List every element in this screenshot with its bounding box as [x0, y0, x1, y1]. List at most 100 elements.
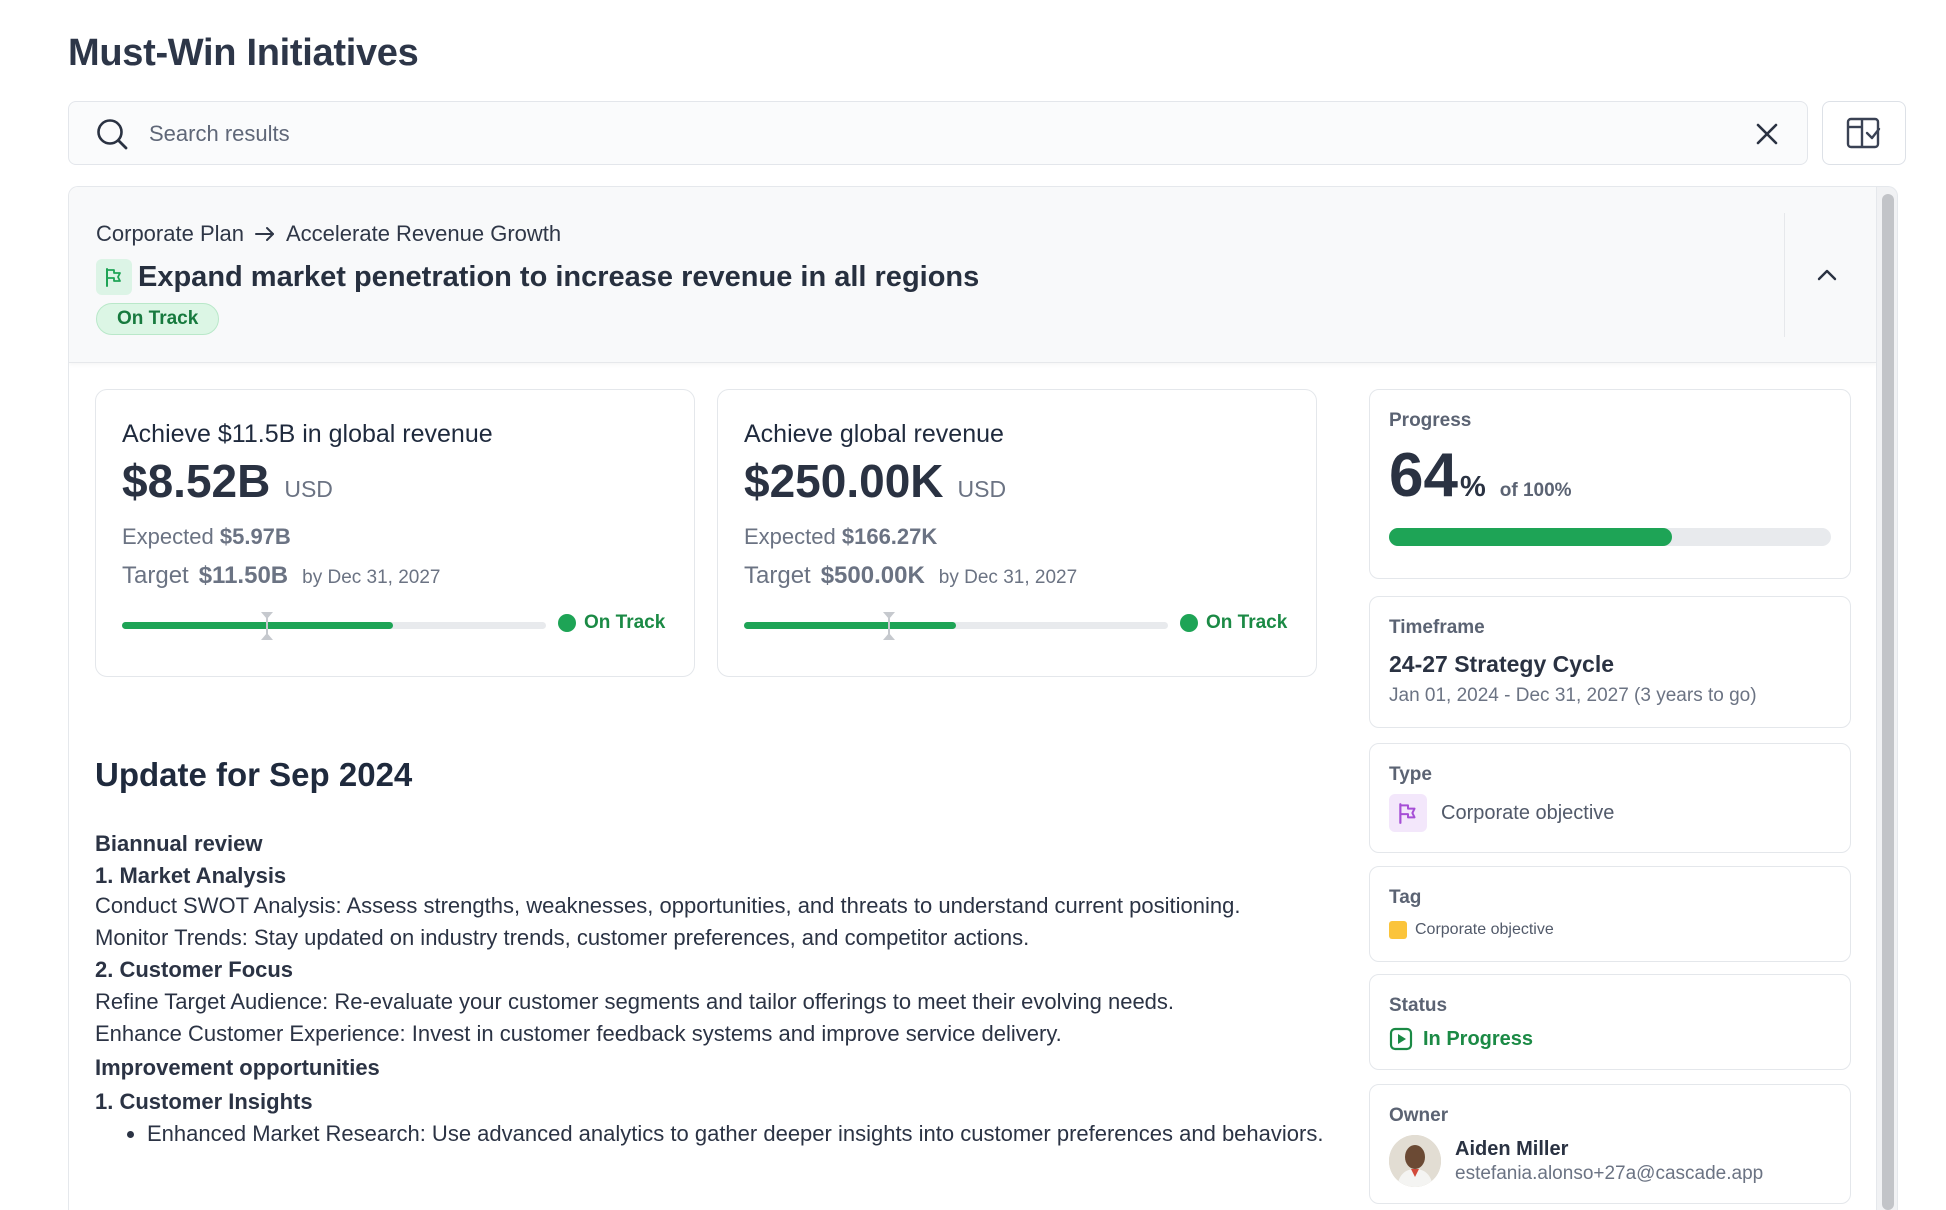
- type-card[interactable]: Type Corporate objective: [1369, 743, 1851, 853]
- collapse-button[interactable]: [1807, 255, 1847, 295]
- owner-email: estefania.alonso+27a@cascade.app: [1455, 1162, 1764, 1184]
- objective-title-row: Expand market penetration to increase re…: [96, 259, 979, 295]
- flag-icon: [1389, 794, 1427, 832]
- progress-label: Progress: [1389, 410, 1472, 431]
- close-icon[interactable]: [1753, 120, 1781, 148]
- kpi-unit: USD: [957, 476, 1007, 502]
- progress-value-row: 64 % of 100%: [1389, 440, 1572, 511]
- kpi-progress-fill: [744, 622, 956, 629]
- page-title: Must-Win Initiatives: [68, 32, 419, 74]
- timeframe-card[interactable]: Timeframe 24-27 Strategy Cycle Jan 01, 2…: [1369, 596, 1851, 728]
- kpi-expected: Expected $5.97B: [122, 524, 291, 550]
- owner-card[interactable]: Owner Aiden Miller estefania.alonso+27a@…: [1369, 1084, 1851, 1204]
- kpi-status-label: On Track: [584, 612, 666, 633]
- kpi-card[interactable]: Achieve $11.5B in global revenue $8.52B …: [95, 389, 695, 677]
- owner-row: Aiden Miller estefania.alonso+27a@cascad…: [1389, 1135, 1763, 1187]
- progress-bar: [1389, 528, 1831, 546]
- update-heading: 2. Customer Focus: [95, 957, 294, 982]
- type-label: Type: [1389, 764, 1432, 785]
- kpi-status-label: On Track: [1206, 612, 1288, 633]
- progress-card: Progress 64 % of 100%: [1369, 389, 1851, 579]
- kpi-target-label: Target: [744, 562, 811, 589]
- header-divider: [1784, 213, 1785, 337]
- layout-toggle-icon: [1846, 117, 1881, 149]
- chevron-up-icon: [1817, 269, 1837, 281]
- avatar: [1389, 1135, 1441, 1187]
- update-paragraph: Enhance Customer Experience: Invest in c…: [95, 1021, 1062, 1046]
- timeframe-name: 24-27 Strategy Cycle: [1389, 651, 1615, 677]
- tag-card[interactable]: Tag Corporate objective: [1369, 866, 1851, 962]
- tag-label: Tag: [1389, 887, 1422, 908]
- kpi-expected-value: $5.97B: [219, 524, 291, 549]
- kpi-expected-label: Expected: [122, 524, 214, 549]
- update-title: Update for Sep 2024: [95, 756, 413, 793]
- update-paragraph: Monitor Trends: Stay updated on industry…: [95, 925, 1030, 950]
- progress-percent-sign: %: [1459, 471, 1486, 503]
- progress-fill: [1389, 528, 1672, 546]
- status-value-row: In Progress: [1389, 1027, 1533, 1051]
- search-bar: [68, 101, 1808, 165]
- timeframe-label: Timeframe: [1389, 617, 1485, 638]
- arrow-right-icon: [254, 227, 274, 241]
- kpi-target-value: $500.00K: [820, 562, 925, 589]
- search-input[interactable]: [149, 112, 1709, 156]
- status-value: In Progress: [1423, 1027, 1534, 1050]
- list-item: Enhanced Market Research: Use advanced a…: [147, 1118, 1335, 1150]
- owner-name: Aiden Miller: [1455, 1137, 1569, 1160]
- kpi-progress-fill: [122, 622, 394, 629]
- kpi-due-date: by Dec 31, 2027: [938, 567, 1078, 588]
- kpi-current-value: $250.00K: [744, 455, 944, 507]
- scrollbar-thumb[interactable]: [1882, 194, 1894, 1210]
- status-label: Status: [1389, 995, 1448, 1016]
- search-icon: [97, 119, 128, 150]
- breadcrumb-item[interactable]: Corporate Plan: [96, 221, 244, 246]
- kpi-expected-value: $166.27K: [841, 524, 938, 549]
- update-heading: 1. Market Analysis: [95, 863, 287, 888]
- kpi-card[interactable]: Achieve global revenue $250.00K USD Expe…: [717, 389, 1317, 677]
- kpi-current-value: $8.52B: [122, 455, 271, 507]
- kpi-expected-marker: [261, 612, 274, 640]
- kpi-target-label: Target: [122, 562, 189, 589]
- play-square-icon: [1389, 1027, 1413, 1051]
- progress-of-total: of 100%: [1499, 480, 1572, 501]
- update-paragraph: Refine Target Audience: Re-evaluate your…: [95, 989, 1175, 1014]
- objective-header: Corporate Plan Accelerate Revenue Growth…: [69, 187, 1876, 363]
- update-heading: Biannual review: [95, 831, 263, 856]
- type-value: Corporate objective: [1441, 801, 1615, 824]
- kpi-expected-marker: [883, 612, 896, 640]
- type-value-row: Corporate objective: [1389, 794, 1614, 832]
- status-badge: On Track: [96, 303, 220, 335]
- breadcrumb-item[interactable]: Accelerate Revenue Growth: [285, 221, 562, 246]
- view-toggle-button[interactable]: [1822, 101, 1906, 165]
- status-dot-icon: [1180, 614, 1198, 632]
- kpi-status: On Track: [558, 612, 665, 634]
- timeframe-range: Jan 01, 2024 - Dec 31, 2027 (3 years to …: [1389, 685, 1757, 706]
- kpi-title: Achieve $11.5B in global revenue: [122, 420, 493, 448]
- kpi-target: Target $11.50B by Dec 31, 2027: [122, 562, 441, 590]
- kpi-expected: Expected $166.27K: [744, 524, 937, 550]
- status-card[interactable]: Status In Progress: [1369, 974, 1851, 1070]
- update-paragraph: Conduct SWOT Analysis: Assess strengths,…: [95, 893, 1241, 918]
- kpi-target-value: $11.50B: [198, 562, 289, 589]
- progress-value: 64: [1389, 441, 1458, 510]
- update-body: Biannual review 1. Market Analysis Condu…: [95, 826, 1335, 1150]
- kpi-progress-bar: [744, 612, 1168, 640]
- kpi-value-row: $8.52B USD: [122, 454, 333, 508]
- kpi-value-row: $250.00K USD: [744, 454, 1006, 508]
- update-heading: 1. Customer Insights: [95, 1089, 313, 1114]
- tag-color-swatch: [1389, 921, 1407, 939]
- kpi-due-date: by Dec 31, 2027: [302, 567, 441, 588]
- update-heading: Improvement opportunities: [95, 1055, 380, 1080]
- kpi-title: Achieve global revenue: [744, 420, 1004, 448]
- update-bullet-list: Enhanced Market Research: Use advanced a…: [95, 1118, 1335, 1150]
- tag-value: Corporate objective: [1415, 921, 1554, 938]
- breadcrumb: Corporate Plan Accelerate Revenue Growth: [96, 221, 561, 247]
- tag-value-row: Corporate objective: [1389, 921, 1554, 939]
- kpi-status: On Track: [1180, 612, 1287, 634]
- owner-label: Owner: [1389, 1105, 1449, 1126]
- kpi-target: Target $500.00K by Dec 31, 2027: [744, 562, 1077, 590]
- status-dot-icon: [558, 614, 576, 632]
- kpi-unit: USD: [284, 476, 333, 502]
- kpi-expected-label: Expected: [744, 524, 836, 549]
- flag-icon: [96, 259, 132, 295]
